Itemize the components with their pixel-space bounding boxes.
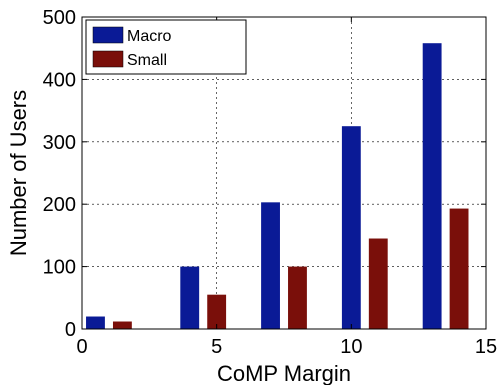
y-axis-label: Number of Users (6, 90, 31, 256)
x-tick-label: 5 (211, 336, 222, 358)
bar-macro-4 (422, 43, 442, 329)
y-tick-label: 400 (43, 69, 76, 91)
bar-macro-0 (86, 316, 105, 329)
axis-ticks: 0 5 10 15 0 100 200 300 400 500 (43, 7, 498, 358)
bar-small-1 (207, 294, 227, 329)
x-tick-label: 10 (340, 336, 362, 358)
bar-small-2 (288, 266, 307, 329)
legend-swatch-macro (92, 26, 124, 44)
bar-macro-1 (180, 266, 200, 329)
y-tick-label: 300 (43, 132, 76, 154)
legend-label-small: Small (127, 52, 167, 69)
x-axis-label: CoMP Margin (217, 361, 351, 385)
bar-macro-3 (341, 126, 361, 329)
bar-macro-2 (261, 202, 280, 329)
grid-lines (82, 17, 486, 329)
plot-frame (81, 16, 487, 330)
legend-label-macro: Macro (127, 28, 172, 45)
bar-small-3 (368, 238, 388, 329)
legend: Macro Small (85, 19, 247, 75)
x-tick-label: 0 (76, 336, 87, 358)
y-tick-label: 100 (43, 257, 76, 279)
bar-small-0 (112, 321, 132, 329)
x-tick-label: 15 (475, 336, 497, 358)
y-tick-label: 500 (43, 7, 76, 29)
y-tick-label: 200 (43, 194, 76, 216)
legend-swatch-small (92, 50, 124, 68)
bar-small-4 (449, 208, 469, 329)
bars (86, 43, 469, 329)
y-tick-label: 0 (65, 319, 76, 341)
